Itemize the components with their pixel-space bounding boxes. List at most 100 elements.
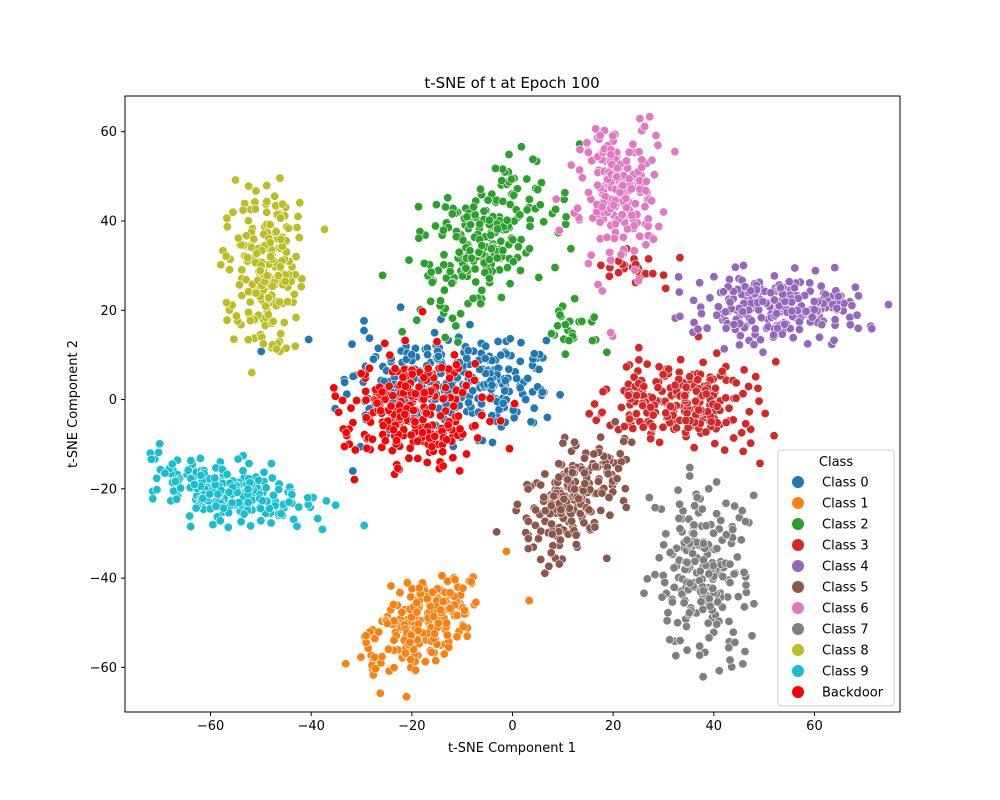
scatter-point — [698, 555, 708, 565]
scatter-point — [186, 522, 196, 532]
scatter-point — [462, 631, 472, 641]
scatter-point — [464, 398, 474, 408]
scatter-point — [705, 601, 715, 611]
scatter-point — [758, 296, 768, 306]
scatter-point — [685, 462, 695, 472]
scatter-point — [222, 315, 232, 325]
scatter-point — [406, 655, 416, 665]
scatter-point — [549, 491, 559, 501]
scatter-point — [250, 204, 260, 214]
scatter-point — [249, 234, 259, 244]
scatter-point — [213, 489, 223, 499]
scatter-point — [232, 311, 242, 321]
scatter-point — [426, 267, 436, 277]
scatter-point — [176, 483, 186, 493]
series-class-8 — [216, 173, 329, 378]
scatter-point — [280, 276, 290, 286]
scatter-point — [533, 185, 543, 195]
legend-marker — [792, 623, 804, 635]
scatter-point — [805, 278, 815, 288]
scatter-point — [535, 200, 545, 210]
scatter-point — [470, 421, 480, 431]
scatter-point — [257, 496, 267, 506]
scatter-point — [621, 502, 631, 512]
scatter-point — [536, 554, 546, 564]
scatter-point — [619, 421, 629, 431]
scatter-point — [262, 207, 272, 217]
scatter-point — [634, 355, 644, 365]
scatter-point — [364, 363, 374, 373]
scatter-point — [393, 463, 403, 473]
scatter-point — [682, 645, 692, 655]
scatter-point — [437, 363, 447, 373]
scatter-point — [421, 408, 431, 418]
scatter-point — [638, 401, 648, 411]
scatter-point — [268, 281, 278, 291]
scatter-point — [442, 435, 452, 445]
scatter-point — [693, 375, 703, 385]
scatter-point — [291, 312, 301, 322]
scatter-point — [724, 643, 734, 653]
scatter-point — [500, 386, 510, 396]
scatter-point — [675, 636, 685, 646]
scatter-point — [689, 520, 699, 530]
scatter-point — [419, 388, 429, 398]
scatter-point — [590, 522, 600, 532]
scatter-point — [296, 282, 306, 292]
scatter-point — [484, 215, 494, 225]
scatter-point — [575, 145, 585, 155]
legend-label: Class 8 — [822, 644, 869, 659]
scatter-point — [276, 329, 286, 339]
scatter-point — [749, 599, 759, 609]
scatter-point — [570, 437, 580, 447]
scatter-point — [701, 521, 711, 531]
scatter-point — [268, 490, 278, 500]
legend-label: Class 7 — [822, 623, 869, 638]
scatter-point — [661, 283, 671, 293]
scatter-point — [292, 223, 302, 233]
scatter-point — [295, 198, 305, 208]
y-axis-title: t-SNE Component 2 — [66, 340, 81, 468]
scatter-point — [605, 510, 615, 520]
scatter-point — [402, 578, 412, 588]
scatter-point — [702, 323, 712, 333]
scatter-point — [262, 181, 272, 191]
scatter-point — [266, 459, 276, 469]
scatter-point — [635, 231, 645, 241]
scatter-point — [447, 209, 457, 219]
scatter-point — [405, 443, 415, 453]
scatter-point — [643, 221, 653, 231]
scatter-point — [674, 513, 684, 523]
scatter-point — [790, 263, 800, 273]
series-backdoor — [329, 307, 520, 485]
x-tick-label: 0 — [508, 719, 516, 734]
scatter-point — [684, 608, 694, 618]
x-tick-label: −60 — [197, 719, 224, 734]
scatter-point — [612, 172, 622, 182]
scatter-point — [451, 360, 461, 370]
scatter-point — [540, 469, 550, 479]
scatter-point — [251, 186, 261, 196]
scatter-point — [501, 546, 511, 556]
scatter-point — [241, 275, 251, 285]
scatter-point — [430, 221, 440, 231]
scatter-point — [361, 413, 371, 423]
scatter-point — [368, 354, 378, 364]
scatter-point — [647, 393, 657, 403]
scatter-point — [612, 163, 622, 173]
scatter-point — [291, 252, 301, 262]
scatter-point — [453, 411, 463, 421]
scatter-point — [275, 262, 285, 272]
scatter-point — [485, 416, 495, 426]
scatter-point — [712, 509, 722, 519]
scatter-point — [361, 631, 371, 641]
scatter-point — [833, 291, 843, 301]
scatter-point — [438, 225, 448, 235]
scatter-point — [659, 270, 669, 280]
scatter-point — [627, 210, 637, 220]
scatter-point — [508, 257, 518, 267]
scatter-point — [383, 644, 393, 654]
scatter-point — [167, 459, 177, 469]
scatter-point — [241, 231, 251, 241]
scatter-point — [566, 160, 576, 170]
